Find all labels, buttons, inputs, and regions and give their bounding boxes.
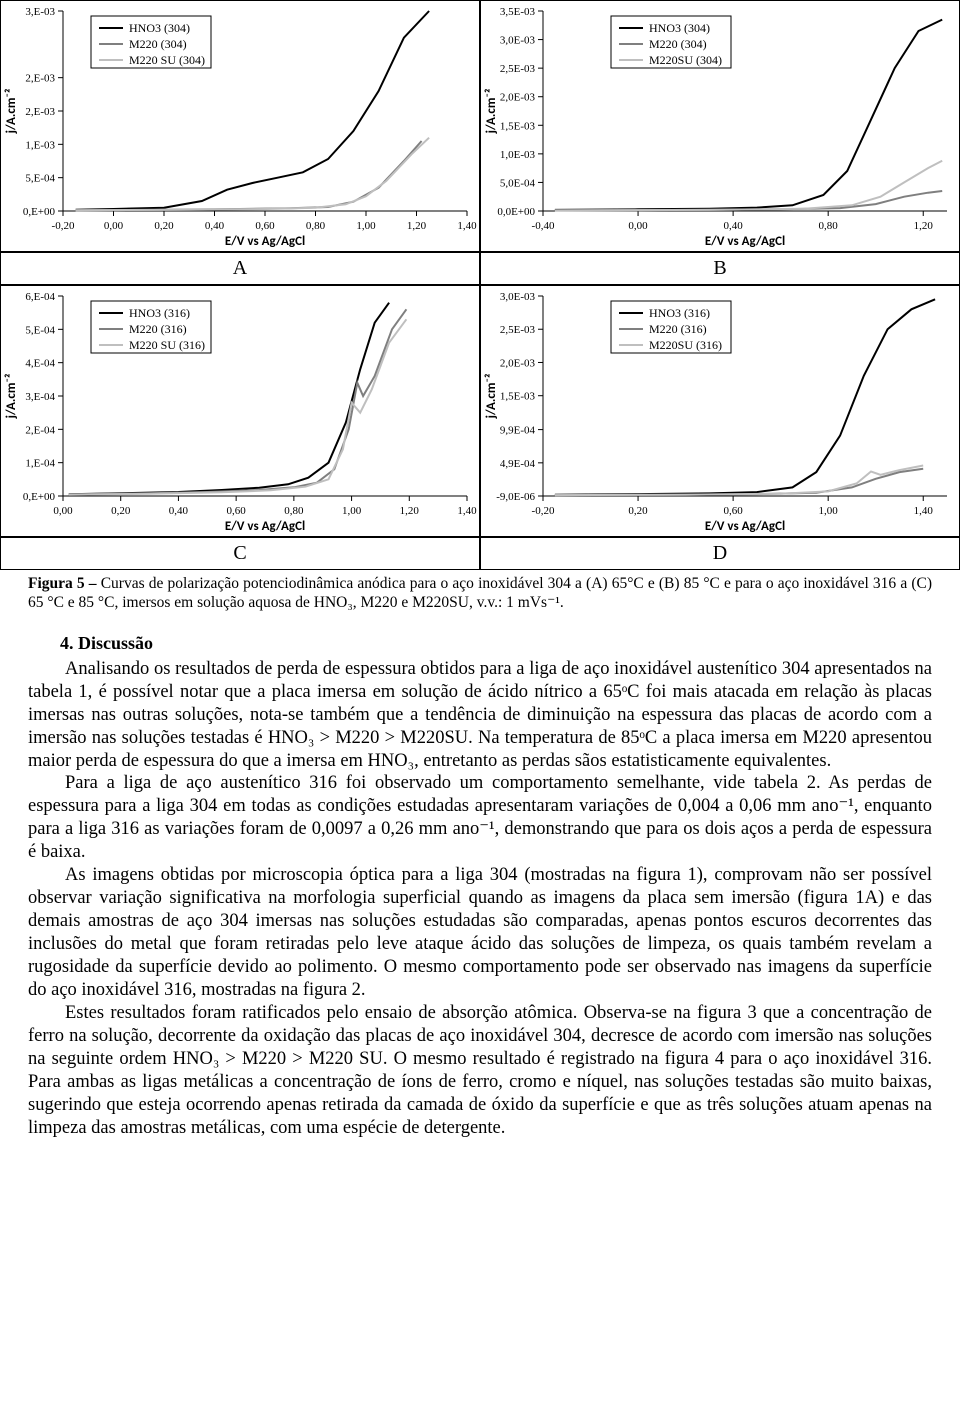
svg-text:1,5E-03: 1,5E-03 xyxy=(500,120,536,132)
svg-text:M220 SU (316): M220 SU (316) xyxy=(129,338,205,352)
svg-text:3,0E-03: 3,0E-03 xyxy=(500,291,536,303)
paragraph-2: Para a liga de aço austenítico 316 foi o… xyxy=(28,772,932,864)
svg-text:-9,0E-06: -9,0E-06 xyxy=(496,491,535,503)
caption-text: Curvas de polarização potenciodinâmica a… xyxy=(28,575,932,611)
svg-text:2,0E-03: 2,0E-03 xyxy=(500,92,536,104)
svg-text:1,5E-03: 1,5E-03 xyxy=(500,391,536,403)
chart-grid-2: 0,E+00 1,E-04 2,E-04 3,E-04 4,E-04 5,E-04 6,E-… xyxy=(0,285,960,537)
svg-text:3,E-03: 3,E-03 xyxy=(25,6,55,18)
panel-label-d: D xyxy=(480,537,960,570)
svg-text:0,00: 0,00 xyxy=(628,220,648,232)
svg-text:1,40: 1,40 xyxy=(457,220,477,232)
svg-text:6,E-04: 6,E-04 xyxy=(25,291,55,303)
svg-text:0,E+00: 0,E+00 xyxy=(23,491,56,503)
paragraph-1: Analisando os resultados de perda de esp… xyxy=(28,658,932,773)
svg-text:0,80: 0,80 xyxy=(284,505,304,517)
svg-text:1,00: 1,00 xyxy=(356,220,376,232)
panel-label-b: B xyxy=(480,252,960,285)
svg-text:0,60: 0,60 xyxy=(723,505,743,517)
svg-text:j/A.cm⁻²: j/A.cm⁻² xyxy=(4,374,19,420)
svg-text:E/V vs Ag/AgCl: E/V vs Ag/AgCl xyxy=(225,234,305,249)
svg-text:2,0E-03: 2,0E-03 xyxy=(500,357,536,369)
svg-text:4,E-04: 4,E-04 xyxy=(25,358,55,370)
svg-text:0,60: 0,60 xyxy=(255,220,275,232)
svg-text:M220 (304): M220 (304) xyxy=(129,37,187,51)
svg-text:-0,20: -0,20 xyxy=(532,505,555,517)
svg-text:1,00: 1,00 xyxy=(342,505,362,517)
svg-text:0,E+00: 0,E+00 xyxy=(23,206,56,218)
svg-text:2,E-03: 2,E-03 xyxy=(25,73,55,85)
svg-text:HNO3 (304): HNO3 (304) xyxy=(649,21,710,35)
svg-text:1,20: 1,20 xyxy=(914,220,934,232)
svg-text:1,E-04: 1,E-04 xyxy=(25,458,55,470)
svg-text:j/A.cm⁻²: j/A.cm⁻² xyxy=(484,89,499,135)
svg-text:0,40: 0,40 xyxy=(169,505,189,517)
svg-text:3,0E-03: 3,0E-03 xyxy=(500,35,536,47)
chart-panel-a: 0,E+00 5,E-04 1,E-03 2,E-03 2,E-03 3,E-03 -0,2… xyxy=(0,0,480,252)
svg-text:1,E-03: 1,E-03 xyxy=(25,139,55,151)
svg-text:2,E-03: 2,E-03 xyxy=(25,106,55,118)
body-text: Analisando os resultados de perda de esp… xyxy=(0,658,960,1140)
chart-panel-d: -9,0E-06 4,9E-04 9,9E-04 1,5E-03 2,0E-03 2,5E… xyxy=(480,285,960,537)
panel-label-a: A xyxy=(0,252,480,285)
section-heading: 4. Discussão xyxy=(0,619,960,658)
svg-text:0,80: 0,80 xyxy=(819,220,839,232)
svg-text:0,20: 0,20 xyxy=(154,220,174,232)
svg-text:1,00: 1,00 xyxy=(819,505,839,517)
svg-text:0,80: 0,80 xyxy=(306,220,326,232)
svg-text:0,40: 0,40 xyxy=(723,220,743,232)
svg-text:3,E-04: 3,E-04 xyxy=(25,391,55,403)
svg-text:M220 (316): M220 (316) xyxy=(129,322,187,336)
svg-text:-0,20: -0,20 xyxy=(52,220,75,232)
svg-text:HNO3 (316): HNO3 (316) xyxy=(649,306,710,320)
svg-text:5,E-04: 5,E-04 xyxy=(25,173,55,185)
svg-text:HNO3 (304): HNO3 (304) xyxy=(129,21,190,35)
chart-grid: 0,E+00 5,E-04 1,E-03 2,E-03 2,E-03 3,E-03 -0,2… xyxy=(0,0,960,252)
svg-text:2,5E-03: 2,5E-03 xyxy=(500,324,536,336)
chart-panel-c: 0,E+00 1,E-04 2,E-04 3,E-04 4,E-04 5,E-04 6,E-… xyxy=(0,285,480,537)
svg-text:2,E-04: 2,E-04 xyxy=(25,424,55,436)
svg-text:1,0E-03: 1,0E-03 xyxy=(500,149,536,161)
svg-text:M220SU (304): M220SU (304) xyxy=(649,53,722,67)
paragraph-3: As imagens obtidas por microscopia óptic… xyxy=(28,864,932,1002)
svg-text:HNO3 (316): HNO3 (316) xyxy=(129,306,190,320)
svg-text:1,20: 1,20 xyxy=(400,505,420,517)
svg-text:0,40: 0,40 xyxy=(205,220,225,232)
svg-text:M220 SU (304): M220 SU (304) xyxy=(129,53,205,67)
panel-label-c: C xyxy=(0,537,480,570)
svg-text:5,E-04: 5,E-04 xyxy=(25,324,55,336)
svg-text:j/A.cm⁻²: j/A.cm⁻² xyxy=(484,374,499,420)
svg-text:5,0E-04: 5,0E-04 xyxy=(500,177,536,189)
svg-text:0,60: 0,60 xyxy=(227,505,247,517)
svg-text:E/V vs Ag/AgCl: E/V vs Ag/AgCl xyxy=(225,519,305,534)
paragraph-4: Estes resultados foram ratificados pelo … xyxy=(28,1002,932,1140)
svg-text:0,0E+00: 0,0E+00 xyxy=(497,206,535,218)
panel-label-row-2: C D xyxy=(0,537,960,570)
svg-text:9,9E-04: 9,9E-04 xyxy=(500,425,536,437)
svg-text:M220SU (316): M220SU (316) xyxy=(649,338,722,352)
svg-text:1,40: 1,40 xyxy=(914,505,934,517)
svg-text:M220 (316): M220 (316) xyxy=(649,322,707,336)
caption-lead: Figura 5 – xyxy=(28,575,101,592)
svg-text:0,20: 0,20 xyxy=(628,505,648,517)
svg-text:E/V vs Ag/AgCl: E/V vs Ag/AgCl xyxy=(705,519,785,534)
svg-text:0,00: 0,00 xyxy=(53,505,73,517)
panel-label-row-1: A B xyxy=(0,252,960,285)
svg-text:1,40: 1,40 xyxy=(457,505,477,517)
svg-text:j/A.cm⁻²: j/A.cm⁻² xyxy=(4,89,19,135)
svg-text:E/V vs Ag/AgCl: E/V vs Ag/AgCl xyxy=(705,234,785,249)
svg-text:1,20: 1,20 xyxy=(407,220,427,232)
svg-text:-0,40: -0,40 xyxy=(532,220,555,232)
svg-text:3,5E-03: 3,5E-03 xyxy=(500,6,536,18)
chart-panel-b: 0,0E+00 5,0E-04 1,0E-03 1,5E-03 2,0E-03 2,5E-… xyxy=(480,0,960,252)
svg-text:0,20: 0,20 xyxy=(111,505,131,517)
svg-text:4,9E-04: 4,9E-04 xyxy=(500,458,536,470)
svg-text:M220 (304): M220 (304) xyxy=(649,37,707,51)
svg-text:0,00: 0,00 xyxy=(104,220,124,232)
svg-text:2,5E-03: 2,5E-03 xyxy=(500,63,536,75)
figure-caption: Figura 5 – Curvas de polarização potenci… xyxy=(0,570,960,619)
